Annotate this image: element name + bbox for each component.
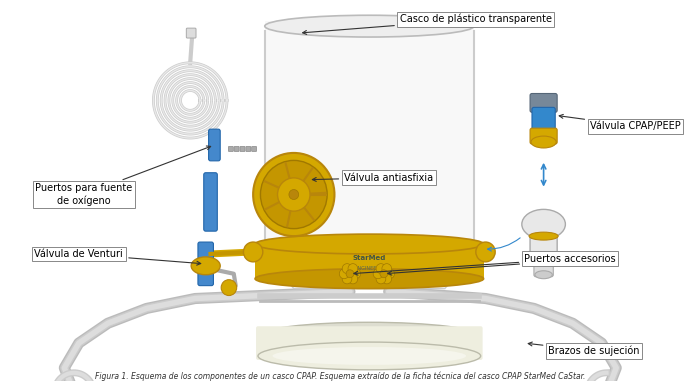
Ellipse shape xyxy=(191,257,220,275)
Circle shape xyxy=(348,264,358,273)
Circle shape xyxy=(380,270,388,278)
Text: Puertos accesorios: Puertos accesorios xyxy=(354,254,616,275)
FancyBboxPatch shape xyxy=(209,129,220,161)
Ellipse shape xyxy=(255,269,484,289)
Circle shape xyxy=(342,274,352,284)
FancyBboxPatch shape xyxy=(530,128,557,144)
Circle shape xyxy=(373,269,383,279)
Circle shape xyxy=(385,269,395,279)
Bar xyxy=(265,21,474,254)
Text: Válvula de Venturi: Válvula de Venturi xyxy=(34,249,201,265)
Ellipse shape xyxy=(531,136,556,148)
FancyBboxPatch shape xyxy=(530,235,557,259)
Circle shape xyxy=(342,264,352,273)
Circle shape xyxy=(260,160,327,229)
FancyBboxPatch shape xyxy=(256,326,482,360)
Circle shape xyxy=(244,242,262,262)
FancyBboxPatch shape xyxy=(534,255,553,277)
Circle shape xyxy=(382,264,391,273)
Circle shape xyxy=(351,269,360,279)
FancyBboxPatch shape xyxy=(530,93,557,112)
Ellipse shape xyxy=(255,234,484,254)
Text: & ENGINEERING: & ENGINEERING xyxy=(349,266,389,271)
FancyBboxPatch shape xyxy=(234,146,239,151)
Text: Válvula CPAP/PEEP: Válvula CPAP/PEEP xyxy=(559,115,681,131)
Ellipse shape xyxy=(522,210,566,239)
Polygon shape xyxy=(265,254,474,289)
Ellipse shape xyxy=(272,347,466,365)
Circle shape xyxy=(277,178,310,211)
Text: Casco de plástico transparente: Casco de plástico transparente xyxy=(302,14,552,34)
Circle shape xyxy=(346,270,354,278)
Ellipse shape xyxy=(258,322,481,350)
Ellipse shape xyxy=(265,15,474,37)
Ellipse shape xyxy=(529,232,558,240)
Text: Puertos para fuente
de oxígeno: Puertos para fuente de oxígeno xyxy=(35,146,211,206)
Text: StarMed: StarMed xyxy=(353,255,386,261)
Circle shape xyxy=(289,190,299,200)
FancyBboxPatch shape xyxy=(532,107,555,136)
FancyBboxPatch shape xyxy=(246,146,251,151)
Text: Válvula antiasfixia: Válvula antiasfixia xyxy=(312,173,433,183)
Circle shape xyxy=(221,280,237,296)
FancyBboxPatch shape xyxy=(198,242,214,286)
FancyBboxPatch shape xyxy=(228,146,233,151)
FancyBboxPatch shape xyxy=(240,146,245,151)
Ellipse shape xyxy=(258,342,481,370)
Circle shape xyxy=(376,274,386,284)
FancyBboxPatch shape xyxy=(186,28,196,38)
Circle shape xyxy=(253,153,335,236)
Text: Figura 1. Esquema de los componentes de un casco CPAP. Esquema extraído de la fi: Figura 1. Esquema de los componentes de … xyxy=(95,371,585,380)
Bar xyxy=(255,244,484,279)
Ellipse shape xyxy=(535,271,552,279)
Circle shape xyxy=(340,269,349,279)
Circle shape xyxy=(382,274,391,284)
Circle shape xyxy=(376,264,386,273)
FancyBboxPatch shape xyxy=(252,146,256,151)
Circle shape xyxy=(348,274,358,284)
Circle shape xyxy=(476,242,495,262)
FancyBboxPatch shape xyxy=(204,173,217,231)
Text: Brazos de sujeción: Brazos de sujeción xyxy=(528,342,640,356)
